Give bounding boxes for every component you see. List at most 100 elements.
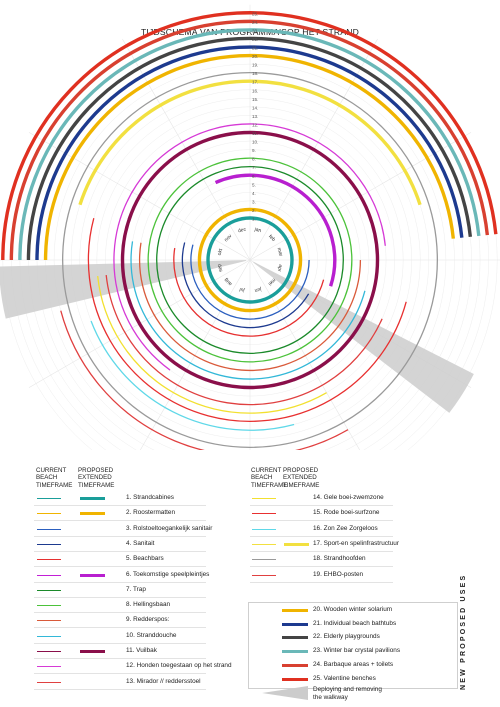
new-use-swatch bbox=[282, 609, 308, 612]
new-use-label: 25. Valentine benches bbox=[313, 674, 376, 682]
legend-divider bbox=[250, 520, 393, 522]
ring-number: 19. bbox=[252, 63, 258, 68]
header-line: CURRENT bbox=[36, 467, 67, 474]
legend-current-swatch bbox=[37, 620, 61, 622]
ring-number: 23. bbox=[252, 28, 258, 33]
ring-number: 8. bbox=[252, 157, 256, 162]
ring-arc bbox=[130, 241, 366, 380]
legend-divider bbox=[34, 520, 206, 522]
ring-arc bbox=[173, 247, 325, 337]
ring-arc bbox=[197, 207, 303, 313]
ring-number: 11. bbox=[252, 131, 258, 136]
header-line: TIMEFRAME bbox=[78, 481, 115, 489]
legend-divider bbox=[250, 566, 393, 568]
legend-label: 14. Gele boei-zwemzone bbox=[313, 494, 384, 501]
month-label: aug bbox=[223, 276, 233, 286]
legend-label: 10. Stranddouche bbox=[126, 631, 177, 639]
ring-number: 6. bbox=[252, 174, 256, 179]
legend-label: 3. Rolstoeltoegankelijk sanitair bbox=[126, 524, 213, 532]
legend-divider bbox=[34, 627, 206, 629]
legend-label: 4. Sanitait bbox=[126, 539, 155, 547]
legend-label: 2. Roostermatten bbox=[126, 509, 176, 517]
new-uses-side-label: NEW PROPOSED USES bbox=[460, 573, 467, 690]
legend-divider bbox=[250, 505, 393, 506]
month-label: jan bbox=[253, 226, 262, 234]
month-label: jul bbox=[239, 286, 246, 293]
month-label: dec bbox=[237, 226, 247, 234]
legend-current-swatch bbox=[37, 635, 61, 637]
ring-arc bbox=[214, 173, 337, 287]
walkway-wedge-spring bbox=[253, 261, 474, 413]
new-use-label: 21. Individual beach bathtubs bbox=[313, 619, 397, 627]
walkway-wedge-icon bbox=[262, 686, 308, 700]
legend-proposed-swatch bbox=[80, 512, 105, 516]
legend-current-swatch bbox=[37, 543, 61, 545]
walkway-wedge-autumn bbox=[0, 260, 247, 319]
month-label: apr bbox=[276, 264, 284, 273]
legend-current-swatch bbox=[252, 574, 276, 576]
ring-number: 4. bbox=[252, 191, 256, 196]
legend-divider bbox=[250, 581, 393, 583]
ring-arc bbox=[181, 242, 310, 329]
legend-divider bbox=[34, 566, 206, 568]
ring-arc bbox=[61, 72, 438, 448]
legend-label: 16. Zon Zee Zorgeloos bbox=[313, 524, 378, 532]
legend-current-swatch bbox=[37, 651, 61, 652]
proposed-header-right: PROPOSED EXTENDED TIMEFRAME bbox=[283, 467, 319, 489]
ring-arc bbox=[97, 275, 327, 414]
legend-label: 19. EHBO-posten bbox=[313, 570, 364, 578]
header-line: TIMEFRAME bbox=[36, 481, 73, 489]
ring-number: 17. bbox=[252, 80, 258, 85]
ring-number: 1. bbox=[252, 217, 256, 222]
ring-arc bbox=[87, 217, 407, 422]
legend-divider bbox=[34, 688, 206, 690]
month-label: mei bbox=[267, 277, 277, 287]
header-line: TIMEFRAME bbox=[251, 481, 288, 489]
legend-proposed-swatch bbox=[80, 497, 105, 500]
legend-divider bbox=[34, 642, 206, 644]
legend-divider bbox=[34, 535, 206, 537]
legend-divider bbox=[34, 658, 206, 659]
ring-arc bbox=[78, 79, 422, 206]
new-use-label: 20. Wooden winter solarium bbox=[313, 606, 393, 613]
header-line: EXTENDED bbox=[283, 474, 317, 482]
legend-proposed-swatch bbox=[80, 650, 105, 653]
ring-arc bbox=[190, 244, 310, 320]
ring-number: 9. bbox=[252, 148, 256, 153]
legend-label: 15. Rode boei-surfzone bbox=[313, 509, 380, 517]
month-label: okt bbox=[217, 247, 225, 256]
legend-divider bbox=[34, 581, 206, 583]
legend-current-swatch bbox=[37, 574, 61, 576]
ring-arc bbox=[35, 45, 464, 261]
legend-current-swatch bbox=[37, 681, 61, 683]
legend-label: 12. Honden toegestaan op het strand bbox=[126, 662, 232, 670]
ring-arc bbox=[156, 166, 344, 354]
new-use-swatch bbox=[282, 636, 308, 640]
legend-divider bbox=[34, 505, 206, 506]
ring-number: 21. bbox=[252, 46, 258, 51]
legend-divider bbox=[34, 596, 206, 598]
header-line: PROPOSED bbox=[283, 467, 319, 474]
new-uses-box bbox=[248, 602, 458, 689]
ring-arc bbox=[206, 216, 294, 304]
ring-number: 22. bbox=[252, 37, 258, 42]
ring-arc bbox=[105, 275, 383, 406]
legend-divider bbox=[34, 550, 206, 552]
new-use-label: 24. Barbaque areas + toilets bbox=[313, 660, 394, 668]
current-header-right: CURRENT BEACH TIMEFRAME bbox=[251, 467, 287, 489]
legend-proposed-swatch bbox=[80, 573, 105, 577]
legend-current-swatch bbox=[252, 528, 276, 530]
header-line: BEACH bbox=[251, 474, 273, 482]
ring-number: 3. bbox=[252, 199, 256, 204]
legend-label: 17. Sport-en spelinfrastructuur bbox=[313, 539, 399, 547]
ring-number: 12. bbox=[252, 122, 258, 127]
legend-current-swatch bbox=[37, 559, 61, 561]
month-label: nov bbox=[223, 233, 233, 243]
month-label: mar bbox=[276, 247, 284, 257]
new-use-swatch bbox=[282, 650, 308, 654]
legend-current-swatch bbox=[252, 513, 276, 515]
ring-arc bbox=[60, 310, 349, 450]
ring-arc bbox=[43, 53, 456, 261]
legend-label: 13. Mirador // reddersstoel bbox=[126, 677, 201, 685]
month-label: feb bbox=[267, 234, 276, 243]
